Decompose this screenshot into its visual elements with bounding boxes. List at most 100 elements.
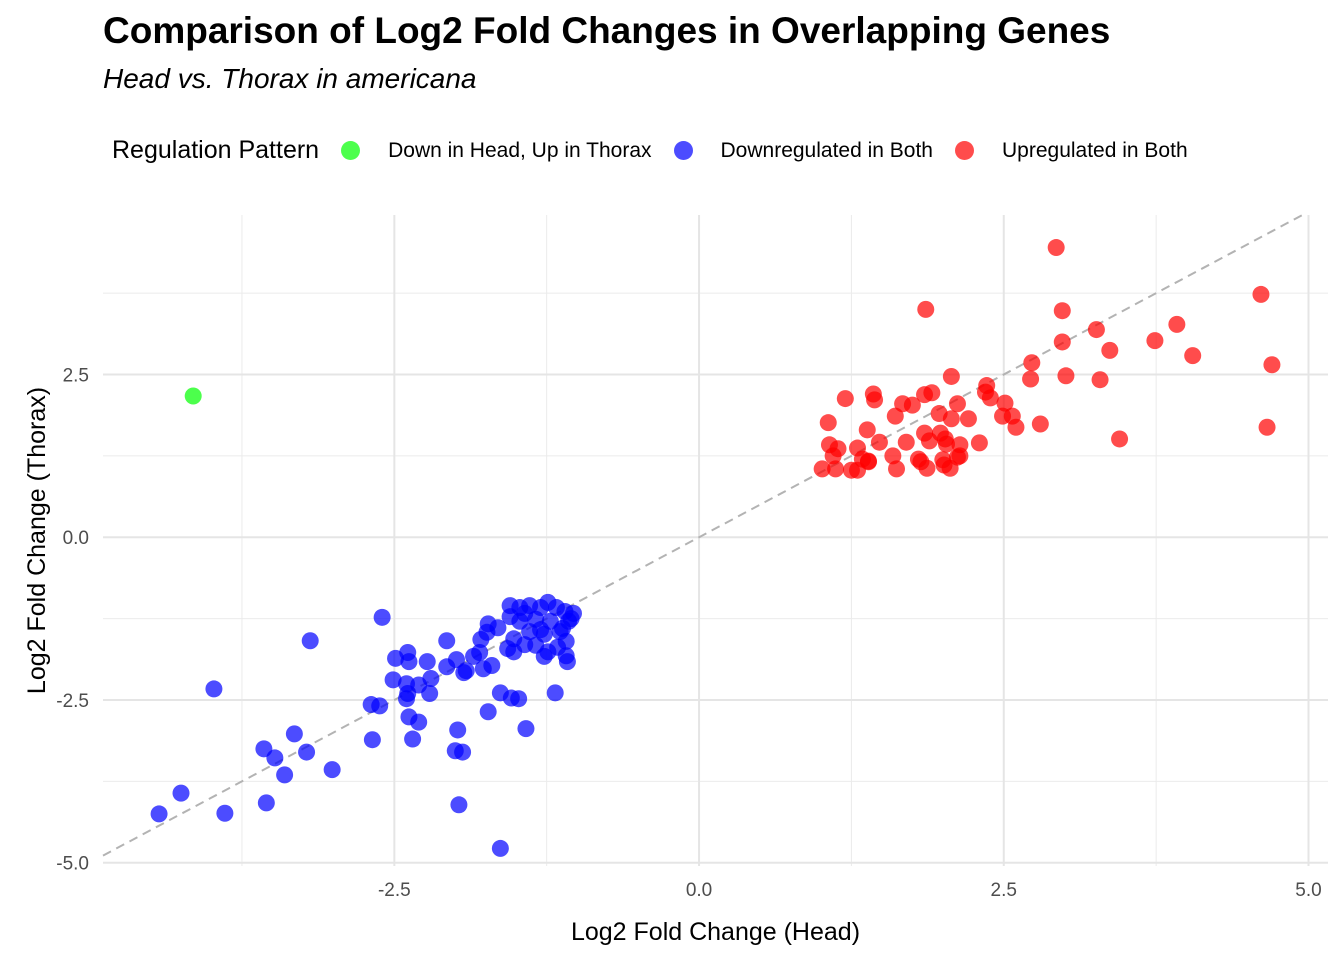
data-point [501,608,519,626]
data-point [1053,333,1071,351]
data-point [546,684,564,702]
data-point [150,805,168,823]
x-tick-label: 0.0 [686,880,712,901]
data-point [888,460,906,478]
data-point [558,653,576,671]
data-point [276,766,294,784]
data-point [1258,418,1276,436]
data-point [1146,332,1164,350]
data-point [384,671,402,689]
data-point [510,690,528,708]
legend-item: Downregulated in Both [673,138,933,163]
data-point [951,447,969,465]
data-point [948,395,966,413]
data-point [404,730,422,748]
data-point [257,794,275,812]
data-point [216,804,234,822]
data-point [836,390,854,408]
y-tick-label: -5.0 [56,854,89,875]
data-point [942,410,960,428]
legend-label: Down in Head, Up in Thorax [388,138,652,162]
data-point [886,407,904,425]
legend-label: Downregulated in Both [720,138,933,162]
data-point [535,647,553,665]
data-point [447,651,465,669]
data-point [916,386,934,404]
data-point [820,436,838,454]
data-point [205,680,223,698]
data-point [1263,356,1281,374]
x-tick-label: -2.5 [378,880,411,901]
data-point [373,608,391,626]
data-point [532,621,550,639]
data-point [446,742,464,760]
y-tick-label: 0.0 [63,528,89,549]
data-point [363,731,381,749]
data-point [884,447,902,465]
legend-item: Upregulated in Both [955,139,1188,163]
x-tick-label: 5.0 [1295,880,1321,901]
legend-key [955,141,974,160]
data-point [562,610,580,628]
data-point [421,684,439,702]
data-point [323,761,341,779]
data-point [916,424,934,442]
data-point [371,697,389,715]
data-point [813,460,831,478]
data-point [483,656,501,674]
data-point [1047,239,1065,257]
data-point [1168,315,1186,333]
y-tick-label: -2.5 [56,691,89,712]
data-point [918,459,936,477]
legend-label: Upregulated in Both [1002,138,1188,162]
data-point [1184,347,1202,365]
data-point [1007,418,1025,436]
data-point [1087,321,1105,339]
data-point [959,410,977,428]
data-point [1252,285,1270,303]
chart-title: Comparison of Log2 Fold Changes in Overl… [103,10,1111,51]
data-point [479,703,497,721]
data-point [398,690,416,708]
data-point [849,461,867,479]
data-point [266,749,284,767]
data-point [1091,371,1109,389]
data-point [1022,370,1040,388]
data-point [285,725,303,743]
legend: Regulation Pattern Down in Head, Up in T… [112,136,1210,165]
legend-title: Regulation Pattern [112,136,320,164]
data-point [996,394,1014,412]
x-axis-label: Log2 Fold Change (Head) [571,918,860,946]
data-point [1111,430,1129,448]
data-point [471,643,489,661]
data-point [903,396,921,414]
data-point [1053,302,1071,320]
chart-subtitle: Head vs. Thorax in americana [103,63,477,94]
data-point [298,743,316,761]
legend-key [673,141,693,160]
data-point [172,784,190,802]
x-tick-label: 2.5 [991,880,1017,901]
y-axis-label: Log2 Fold Change (Thorax) [23,387,51,694]
data-point [489,619,507,637]
data-point [491,839,509,857]
data-point [400,653,418,671]
data-point [410,713,428,731]
data-point [418,653,436,671]
data-point [858,421,876,439]
data-point [1031,415,1049,433]
data-point [827,460,845,478]
data-point [184,387,202,405]
data-point [422,670,440,688]
data-point [450,796,468,814]
data-point [449,721,467,739]
data-point [557,632,575,650]
data-point [941,459,959,477]
data-point [1101,341,1119,359]
data-point [981,389,999,407]
data-point [917,300,935,318]
data-point [301,632,319,650]
data-point [866,391,884,409]
data-point [819,414,837,432]
